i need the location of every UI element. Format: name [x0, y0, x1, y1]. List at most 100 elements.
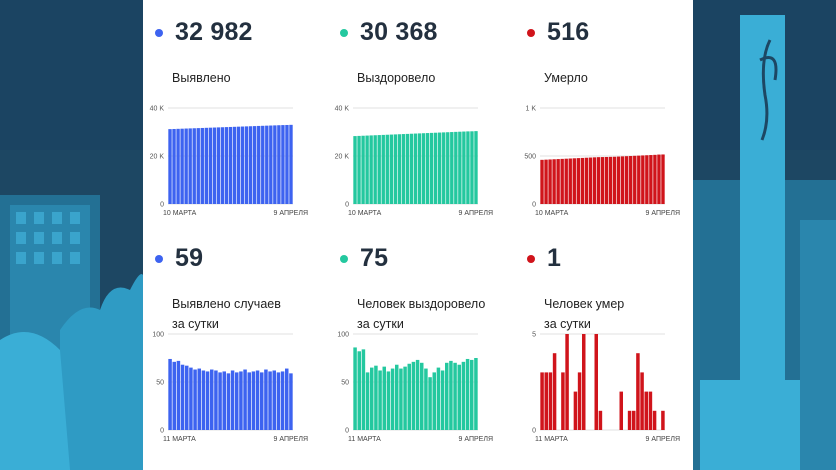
bar [544, 372, 548, 430]
identified-chart: 0 20 K 40 K 10 МАРТА 9 АПРЕЛЯ [150, 106, 308, 218]
bar [552, 159, 556, 204]
bar [361, 135, 365, 204]
bar [548, 372, 553, 430]
y-tick-label: 50 [341, 380, 349, 387]
green-dot-icon [340, 254, 348, 263]
bar [424, 368, 428, 430]
x-end-label: 9 АПРЕЛЯ [646, 436, 680, 443]
card-identified: 32 982 Выявлено 0 20 K 40 K 10 МАРТА 9 АПРЕЛ… [143, 10, 323, 240]
bar [442, 132, 446, 204]
recovered-chart: 0 20 K 40 K 10 МАРТА 9 АПРЕЛЯ [335, 106, 493, 218]
bar [657, 154, 661, 204]
bar [216, 127, 221, 204]
recovered-label: Выздоровело [357, 71, 436, 85]
bar [608, 156, 613, 204]
bar [228, 126, 233, 204]
bar [629, 156, 633, 204]
red-dot-icon [527, 28, 535, 37]
y-tick-label: 20 K [150, 154, 165, 161]
bar [421, 133, 426, 204]
bar [556, 159, 560, 204]
bar [192, 128, 196, 204]
y-tick-label: 50 [156, 380, 164, 387]
bar [428, 377, 432, 430]
bar [445, 362, 449, 430]
bar [644, 391, 648, 430]
bar [208, 127, 213, 204]
bar [573, 391, 578, 430]
bar [277, 125, 281, 204]
bar [612, 156, 617, 204]
died-daily-value: 1 [547, 244, 562, 272]
bar [255, 370, 260, 430]
bar [636, 353, 640, 430]
green-dot-icon [340, 28, 348, 37]
bar [251, 371, 256, 430]
bar [393, 134, 398, 204]
bar [436, 367, 441, 430]
bar [625, 156, 629, 204]
bar [374, 365, 378, 430]
bar [582, 334, 586, 430]
bar [272, 370, 276, 430]
bar [564, 158, 568, 204]
bar [253, 126, 257, 204]
y-tick-label: 0 [160, 428, 164, 435]
bar [649, 155, 653, 204]
bar [568, 158, 572, 204]
bar [193, 369, 197, 430]
bar [461, 361, 466, 430]
bar [661, 410, 665, 430]
bar [385, 134, 389, 204]
bar [377, 135, 381, 204]
bar [433, 132, 438, 204]
bar [243, 369, 247, 430]
bar [201, 370, 206, 430]
bar [280, 371, 285, 430]
bar [188, 128, 192, 204]
x-start-label: 11 МАРТА [163, 436, 196, 443]
bar [361, 349, 366, 430]
bar [627, 410, 632, 430]
bar [276, 372, 281, 430]
died-daily-chart: 0 5 11 МАРТА 9 АПРЕЛЯ [532, 332, 680, 444]
bar [465, 358, 470, 430]
bar [357, 351, 361, 430]
died-total: 516 [547, 18, 590, 46]
y-tick-label: 0 [532, 428, 536, 435]
bar [432, 372, 436, 430]
bar [633, 155, 637, 204]
bar [560, 158, 564, 204]
x-end-label: 9 АПРЕЛЯ [274, 210, 308, 217]
bar [474, 358, 478, 430]
bar [390, 368, 395, 430]
bar [466, 131, 470, 204]
bar [417, 133, 422, 204]
bar [446, 132, 450, 204]
bar [661, 154, 665, 204]
x-start-label: 11 МАРТА [535, 436, 568, 443]
bar [248, 126, 253, 204]
bar [184, 128, 188, 204]
bar [454, 131, 458, 204]
card-identified-daily: 59 Выявлено случаев за сутки 0 50 100 11 МАР… [143, 236, 323, 466]
bar [240, 126, 245, 204]
y-tick-label: 20 K [335, 154, 350, 161]
recovered-daily-value: 75 [360, 244, 389, 272]
bar [470, 131, 474, 204]
bar [235, 372, 239, 430]
bar [172, 361, 176, 430]
bar [470, 359, 474, 430]
bar [269, 125, 273, 204]
bar [230, 370, 235, 430]
x-start-label: 11 МАРТА [348, 436, 381, 443]
bar [265, 125, 269, 204]
bar [185, 365, 189, 430]
bar [204, 127, 208, 204]
bar [540, 159, 544, 204]
bar [212, 127, 217, 204]
bar [594, 334, 598, 430]
bar [548, 159, 552, 204]
bar [214, 370, 218, 430]
identified-daily-label: Выявлено случаев за сутки [172, 297, 281, 331]
